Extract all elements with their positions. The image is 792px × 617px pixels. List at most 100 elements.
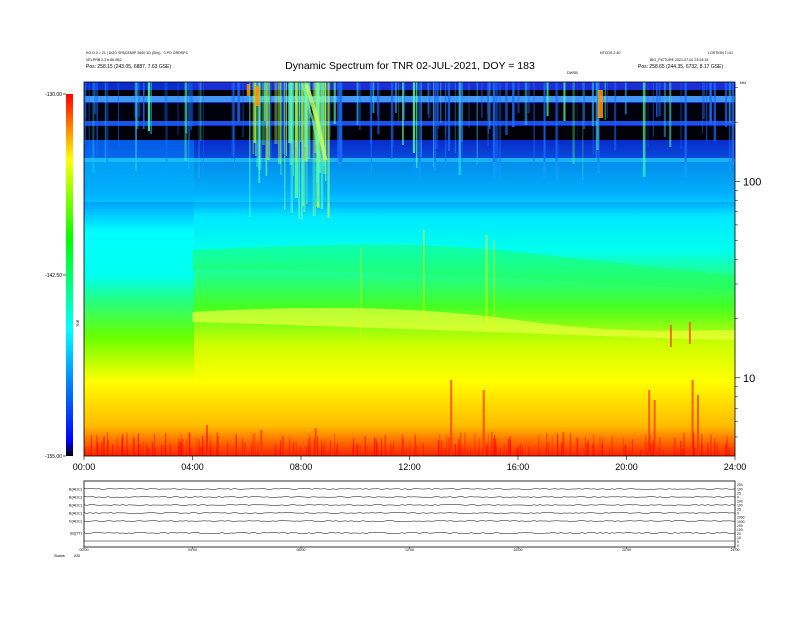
burst-streak	[198, 82, 200, 178]
floor-texture	[416, 445, 418, 456]
floor-texture	[201, 435, 203, 456]
floor-texture	[576, 437, 578, 456]
burst-streak	[713, 82, 717, 141]
x-tick-label: 16:00	[507, 462, 530, 472]
floor-texture	[561, 442, 563, 456]
floor-texture	[454, 444, 456, 456]
floor-texture	[674, 437, 676, 456]
floor-texture	[190, 447, 192, 456]
panel-trace	[83, 531, 736, 535]
burst-streak	[496, 82, 498, 171]
burst-streak	[728, 82, 731, 173]
timeseries-panel-frame	[83, 480, 736, 548]
floor-texture	[562, 432, 564, 456]
panel-row-label: B(ADC)	[69, 496, 83, 500]
burst-streak	[454, 82, 456, 153]
floor-texture	[189, 433, 191, 456]
burst-streak	[164, 82, 166, 125]
burst-streak	[402, 82, 404, 145]
burst-streak	[706, 82, 708, 141]
floor-texture	[251, 443, 252, 456]
floor-texture	[116, 438, 118, 456]
dark-band-top	[84, 90, 735, 96]
burst-streak	[320, 82, 324, 147]
floor-texture	[235, 433, 237, 456]
burst-streak	[370, 82, 372, 180]
burst-streak	[420, 82, 422, 157]
floor-texture	[577, 438, 579, 456]
floor-texture	[391, 445, 393, 456]
floor-texture	[503, 443, 505, 456]
burst-streak	[728, 82, 731, 123]
burst-streak	[498, 82, 502, 181]
floor-texture	[254, 433, 256, 456]
burst-streak	[322, 82, 327, 174]
intense-burst	[246, 84, 250, 96]
burst-streak	[150, 82, 152, 134]
floor-texture	[209, 440, 211, 456]
burst-streak	[253, 82, 256, 143]
drifting-burst	[301, 83, 321, 159]
floor-texture	[517, 445, 519, 456]
floor-texture	[179, 441, 181, 456]
cyan-plateau	[84, 162, 735, 202]
burst-streak	[495, 82, 497, 176]
floor-texture	[182, 439, 184, 456]
floor-texture	[569, 433, 571, 456]
low-frequency-spike	[314, 428, 317, 456]
panel-right-scale-label: 100	[737, 504, 743, 508]
spectrogram-early-segment	[84, 82, 194, 456]
intense-burst	[598, 90, 604, 118]
floor-texture	[161, 445, 163, 456]
panel-x-tick-label: 24:00	[731, 548, 740, 552]
burst-streak	[377, 82, 380, 134]
marker-label: DWSB	[567, 71, 578, 75]
x-tick-label: 12:00	[398, 462, 421, 472]
floor-texture	[461, 447, 463, 456]
burst-streak	[263, 82, 266, 121]
floor-texture	[352, 443, 354, 456]
floor-texture	[210, 448, 212, 456]
chart-title: Dynamic Spectrum for TNR 02-JUL-2021, DO…	[285, 60, 535, 72]
burst-streak	[312, 82, 316, 216]
panel-right-scale-label: 1000	[737, 520, 745, 524]
burst-streak	[262, 82, 265, 145]
header-right-top2: LOSTION T=01	[708, 51, 733, 55]
floor-texture	[611, 436, 613, 456]
panel-right-scale-label: 5	[737, 540, 739, 544]
light-band-2	[84, 121, 735, 125]
floor-texture	[551, 435, 553, 456]
floor-texture	[178, 438, 180, 456]
floor-texture	[321, 440, 323, 456]
floor-texture	[487, 433, 489, 456]
burst-streak	[202, 82, 205, 182]
cyan-line	[84, 158, 735, 162]
floor-texture	[680, 440, 682, 456]
floor-texture	[124, 449, 126, 456]
burst-streak	[444, 82, 447, 165]
panel-right-scale-label: 25	[737, 508, 741, 512]
floor-texture	[717, 444, 718, 456]
floor-texture	[725, 444, 727, 456]
floor-texture	[446, 435, 448, 456]
y-tick-label: 10	[743, 373, 755, 385]
burst-streak	[337, 82, 339, 158]
floor-texture	[414, 434, 416, 456]
floor-texture	[336, 443, 338, 456]
burst-streak	[338, 82, 341, 164]
floor-texture	[593, 445, 595, 456]
floor-texture	[178, 446, 179, 456]
burst-streak	[288, 82, 293, 143]
burst-streak	[702, 82, 705, 119]
burst-streak	[327, 82, 330, 218]
burst-streak	[604, 82, 606, 120]
burst-streak	[252, 82, 255, 154]
burst-streak	[512, 82, 515, 127]
burst-streak	[242, 82, 244, 137]
burst-streak	[277, 82, 282, 164]
low-frequency-spike	[450, 380, 453, 456]
burst-streak	[563, 82, 566, 121]
floor-texture	[460, 432, 462, 456]
